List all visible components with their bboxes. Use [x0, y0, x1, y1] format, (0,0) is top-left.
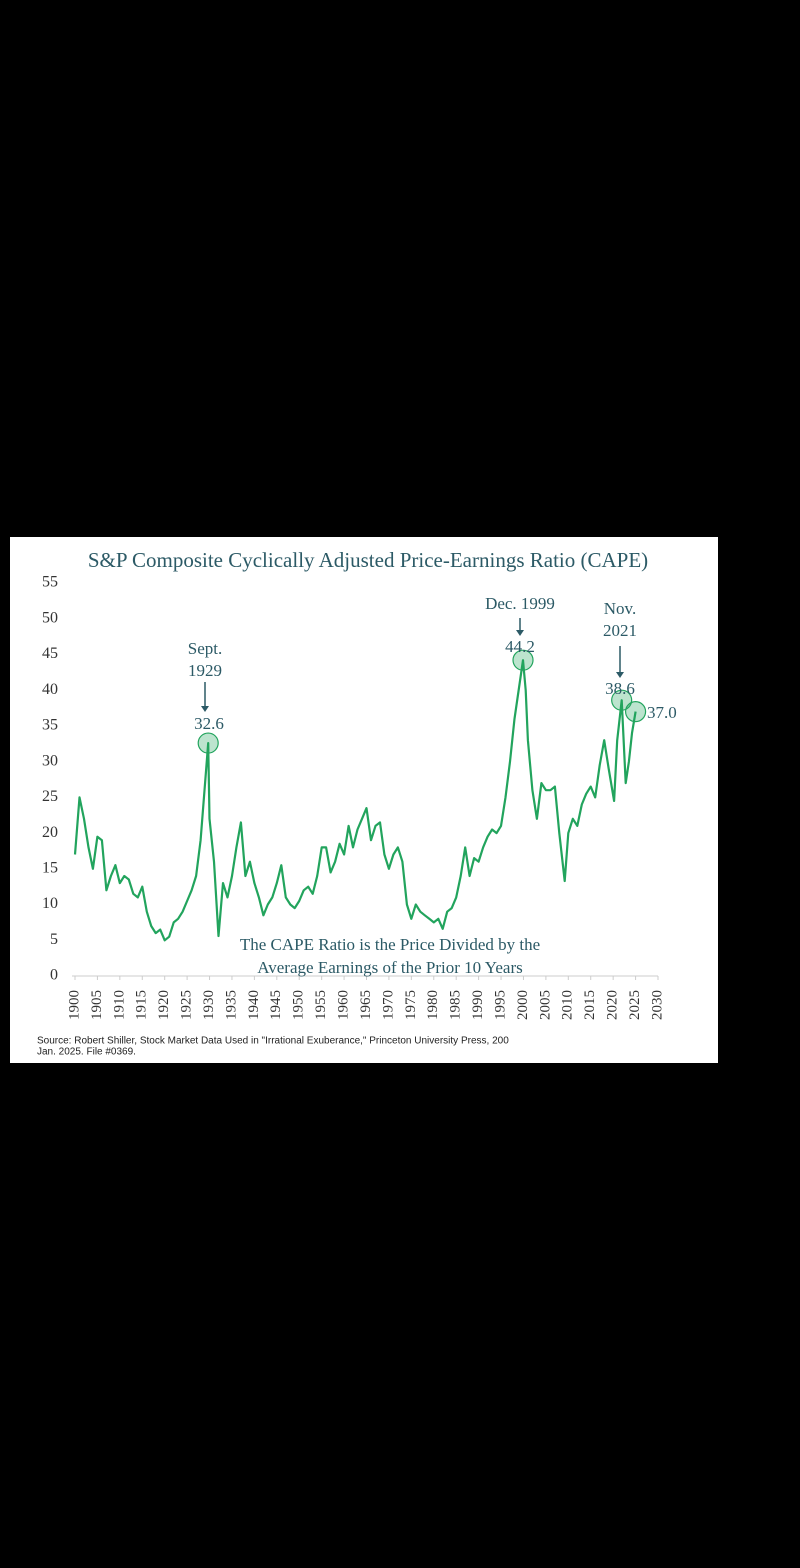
y-tick-label: 0 [50, 967, 58, 984]
y-tick-label: 30 [42, 752, 58, 769]
annotation-text: Dec. 1999 [485, 594, 555, 613]
x-tick-label: 1910 [111, 990, 127, 1020]
x-tick-label: 1925 [179, 990, 195, 1020]
y-tick-label: 25 [42, 788, 58, 805]
note: The CAPE Ratio is the Price Divided by t… [240, 935, 540, 954]
y-tick-label: 35 [42, 717, 58, 734]
x-tick-label: 1990 [470, 990, 486, 1020]
x-tick-label: 1900 [66, 990, 82, 1020]
peak-label: 32.6 [194, 714, 224, 733]
y-tick-label: 40 [42, 681, 58, 698]
x-tick-label: 1930 [201, 990, 217, 1020]
source: Source: Robert Shiller, Stock Market Dat… [37, 1036, 509, 1047]
x-tick-label: 2030 [649, 990, 665, 1020]
x-tick-label: 2005 [537, 990, 553, 1020]
y-tick-label: 5 [50, 931, 58, 948]
x-tick-label: 1950 [291, 990, 307, 1020]
note: Average Earnings of the Prior 10 Years [257, 958, 522, 977]
peak-highlight [512, 649, 534, 671]
x-tick-label: 2020 [605, 990, 621, 1020]
x-tick-label: 1945 [268, 990, 284, 1020]
x-tick-label: 2015 [582, 990, 598, 1020]
arrow-head [201, 706, 209, 712]
card [10, 537, 718, 1063]
peak-label: 44.2 [505, 637, 535, 656]
x-tick-label: 1970 [380, 990, 396, 1020]
peak-highlight [624, 701, 647, 723]
y-tick-label: 15 [42, 859, 58, 876]
source: Jan. 2025. File #0369. [37, 1047, 136, 1058]
peak-label: 37.0 [647, 703, 677, 722]
x-tick-label: 1985 [448, 990, 464, 1020]
y-tick-label: 50 [42, 609, 58, 626]
y-tick-label: 45 [42, 645, 58, 662]
peak-label: 38.6 [605, 679, 635, 698]
annotation-text: 1929 [188, 661, 222, 680]
x-tick-label: 2000 [515, 990, 531, 1020]
arrow-head [516, 630, 524, 636]
peak-highlight [197, 732, 219, 754]
x-tick-label: 1905 [89, 990, 105, 1020]
x-tick-label: 1940 [246, 990, 262, 1020]
y-tick-label: 10 [42, 895, 58, 912]
arrow-head [616, 672, 624, 678]
x-tick-label: 1955 [313, 990, 329, 1020]
annotation-text: Nov. [604, 599, 636, 618]
x-tick-label: 1975 [403, 990, 419, 1020]
x-tick-label: 1920 [156, 990, 172, 1020]
chart-title: S&P Composite Cyclically Adjusted Price-… [88, 548, 648, 572]
x-tick-label: 2010 [560, 990, 576, 1020]
x-tick-label: 1965 [358, 990, 374, 1020]
x-tick-label: 1995 [492, 990, 508, 1020]
annotation-text: 2021 [603, 621, 637, 640]
x-tick-label: 1935 [223, 990, 239, 1020]
y-tick-label: 20 [42, 824, 58, 841]
annotation-text: Sept. [188, 639, 222, 658]
cape-line [73, 659, 637, 942]
x-tick-label: 1915 [134, 990, 150, 1020]
y-tick-label: 55 [42, 574, 58, 591]
x-tick-label: 1980 [425, 990, 441, 1020]
x-tick-label: 1960 [336, 990, 352, 1020]
peak-highlight [611, 689, 633, 711]
x-tick-label: 2025 [627, 990, 643, 1020]
